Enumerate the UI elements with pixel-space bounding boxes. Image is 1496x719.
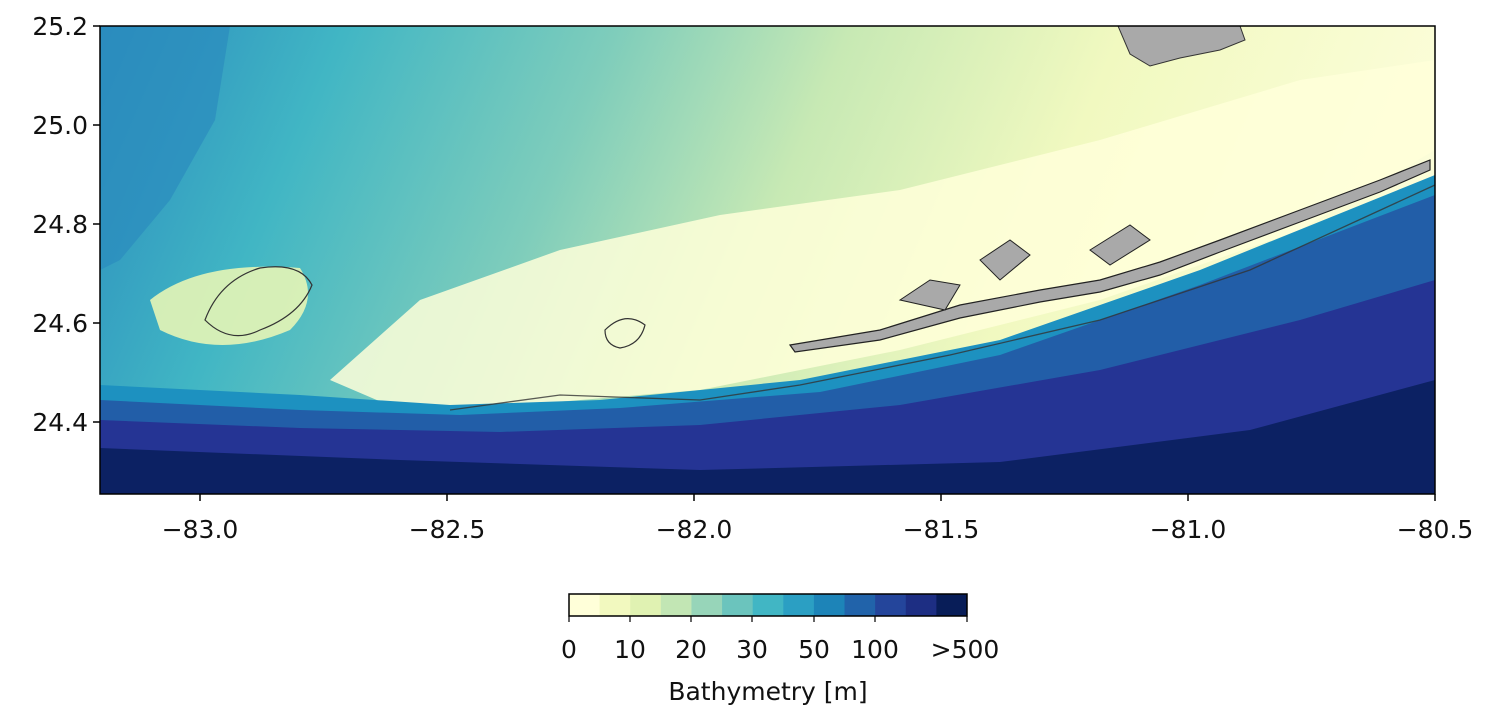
colorbar-frame xyxy=(568,593,968,617)
colorbar-swatch xyxy=(599,594,631,616)
colorbar-swatch xyxy=(936,594,968,616)
slope-band-3 xyxy=(100,280,1435,494)
colorbar-tick-label: >500 xyxy=(931,635,1000,664)
colorbar-tick-label: 50 xyxy=(798,635,830,664)
y-tick-label: 24.6 xyxy=(32,309,88,338)
land-keys-2 xyxy=(898,224,1151,311)
colorbar-swatch xyxy=(875,594,907,616)
colorbar-swatch xyxy=(905,594,937,616)
x-tick-label: −82.0 xyxy=(656,515,733,544)
y-axis: 25.2 25.0 24.8 24.6 24.4 xyxy=(32,12,100,437)
colorbar-swatch xyxy=(813,594,846,616)
tortugas-bank xyxy=(150,266,308,345)
tortugas-outline xyxy=(204,266,313,337)
colorbar-swatch xyxy=(844,594,876,616)
x-tick-label: −81.0 xyxy=(1150,515,1227,544)
colorbar-swatch xyxy=(783,594,815,616)
land-keys xyxy=(788,159,1431,353)
y-tick-label: 25.2 xyxy=(32,12,88,41)
colorbar-tick-label: 100 xyxy=(851,635,899,664)
colorbar-swatch xyxy=(722,594,754,616)
x-tick-label: −81.5 xyxy=(903,515,980,544)
x-axis: −83.0 −82.5 −82.0 −81.5 −81.0 −80.5 xyxy=(162,494,1474,544)
map-frame xyxy=(99,25,1436,495)
colorbar-title: Bathymetry [m] xyxy=(668,677,867,706)
colorbar-swatch xyxy=(630,594,662,616)
x-tick-label: −82.5 xyxy=(409,515,486,544)
colorbar-swatch xyxy=(660,594,692,616)
deep-basin xyxy=(100,380,1435,494)
colorbar-tick-label: 30 xyxy=(736,635,768,664)
x-tick-label: −83.0 xyxy=(162,515,239,544)
colorbar-tick-label: 0 xyxy=(561,635,577,664)
colorbar-swatches xyxy=(569,594,968,616)
colorbar-swatch xyxy=(569,594,601,616)
colorbar-swatch xyxy=(752,594,784,616)
marquesas-outline xyxy=(604,318,646,349)
reef-tract-outline xyxy=(449,184,1435,411)
deep-west-region xyxy=(100,26,230,270)
y-tick-label: 24.4 xyxy=(32,408,88,437)
x-tick-label: −80.5 xyxy=(1397,515,1474,544)
colorbar-tick-label: 10 xyxy=(614,635,646,664)
shallow-bank-region xyxy=(330,60,1435,410)
y-tick-label: 24.8 xyxy=(32,210,88,239)
map-plot-area xyxy=(100,26,1435,494)
colorbar: 0 10 20 30 50 100 >500 Bathymetry [m] xyxy=(561,593,1000,706)
land-mainland xyxy=(1117,26,1246,67)
colorbar-swatch xyxy=(691,594,723,616)
y-tick-label: 25.0 xyxy=(32,111,88,140)
colorbar-tick-label: 20 xyxy=(675,635,707,664)
